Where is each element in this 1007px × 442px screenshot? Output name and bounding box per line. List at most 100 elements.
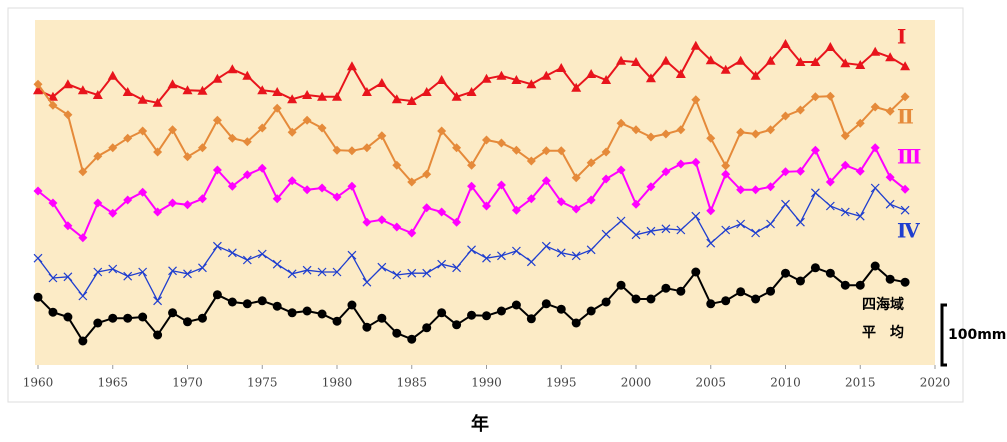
marker [437, 308, 447, 318]
marker [33, 253, 43, 263]
marker [212, 73, 223, 83]
marker [631, 230, 641, 240]
marker [302, 185, 312, 195]
marker [332, 145, 342, 155]
marker [810, 92, 820, 102]
marker [571, 82, 582, 92]
marker [347, 146, 357, 156]
marker [736, 287, 746, 297]
marker [227, 248, 237, 258]
marker [302, 90, 313, 99]
marker [451, 91, 462, 101]
x-tick-label: 1960 [23, 376, 54, 390]
marker [781, 199, 790, 209]
marker [646, 294, 656, 304]
marker [123, 195, 133, 205]
marker [227, 133, 237, 143]
marker [317, 91, 328, 101]
marker [855, 211, 865, 221]
marker [601, 174, 611, 184]
marker [48, 273, 58, 283]
marker [452, 263, 462, 273]
marker [482, 201, 491, 211]
x-tick-label: 2020 [920, 376, 951, 390]
marker [123, 313, 133, 323]
marker [541, 146, 551, 156]
marker [437, 259, 447, 269]
marker [332, 316, 342, 326]
marker [870, 261, 880, 271]
marker [302, 306, 312, 316]
marker [123, 133, 133, 143]
marker [571, 173, 581, 183]
marker [840, 160, 850, 170]
marker [766, 219, 775, 229]
marker [168, 198, 178, 208]
marker [93, 267, 103, 277]
marker [526, 156, 536, 166]
marker [870, 183, 880, 193]
marker [92, 90, 103, 99]
marker [855, 60, 866, 69]
marker [825, 268, 835, 278]
x-axis-label: 年 [471, 413, 489, 435]
marker [108, 143, 118, 153]
marker [751, 228, 761, 238]
marker [840, 207, 850, 217]
marker [526, 257, 536, 267]
marker [482, 253, 491, 263]
marker [751, 294, 761, 304]
legend-label: Ⅱ [897, 105, 914, 129]
marker [63, 221, 73, 231]
marker [825, 201, 835, 211]
marker [93, 151, 103, 161]
marker [138, 267, 148, 277]
marker [705, 55, 716, 65]
marker [287, 269, 297, 279]
marker [900, 277, 910, 287]
marker [751, 185, 761, 195]
marker [482, 135, 491, 145]
marker [63, 272, 73, 282]
marker [766, 286, 776, 296]
marker [646, 182, 656, 192]
x-tick-label: 1975 [247, 376, 278, 390]
marker [242, 137, 252, 147]
marker [795, 57, 806, 66]
marker [556, 248, 566, 258]
marker [885, 52, 896, 62]
marker [302, 265, 312, 275]
marker [392, 160, 402, 170]
marker [616, 165, 626, 175]
marker [167, 79, 178, 89]
marker [332, 91, 342, 101]
marker [227, 64, 238, 74]
marker [661, 283, 671, 293]
marker [242, 170, 252, 180]
marker [123, 271, 133, 281]
x-tick-label: 1980 [322, 376, 353, 390]
marker [795, 166, 805, 176]
marker [153, 147, 163, 157]
marker [287, 94, 298, 104]
marker [721, 169, 731, 179]
marker [406, 96, 417, 105]
marker [153, 207, 163, 217]
x-tick-label: 2010 [770, 376, 801, 390]
marker [467, 160, 477, 170]
marker [810, 263, 820, 273]
marker [870, 46, 881, 56]
marker [391, 94, 402, 104]
marker [33, 292, 43, 302]
marker [242, 70, 253, 80]
marker [257, 296, 267, 306]
marker [407, 334, 417, 344]
marker [287, 308, 297, 318]
marker [392, 270, 402, 280]
marker [706, 206, 716, 216]
marker [392, 222, 402, 232]
marker [616, 118, 626, 128]
marker [108, 208, 118, 218]
marker [78, 336, 88, 346]
marker [885, 274, 895, 284]
